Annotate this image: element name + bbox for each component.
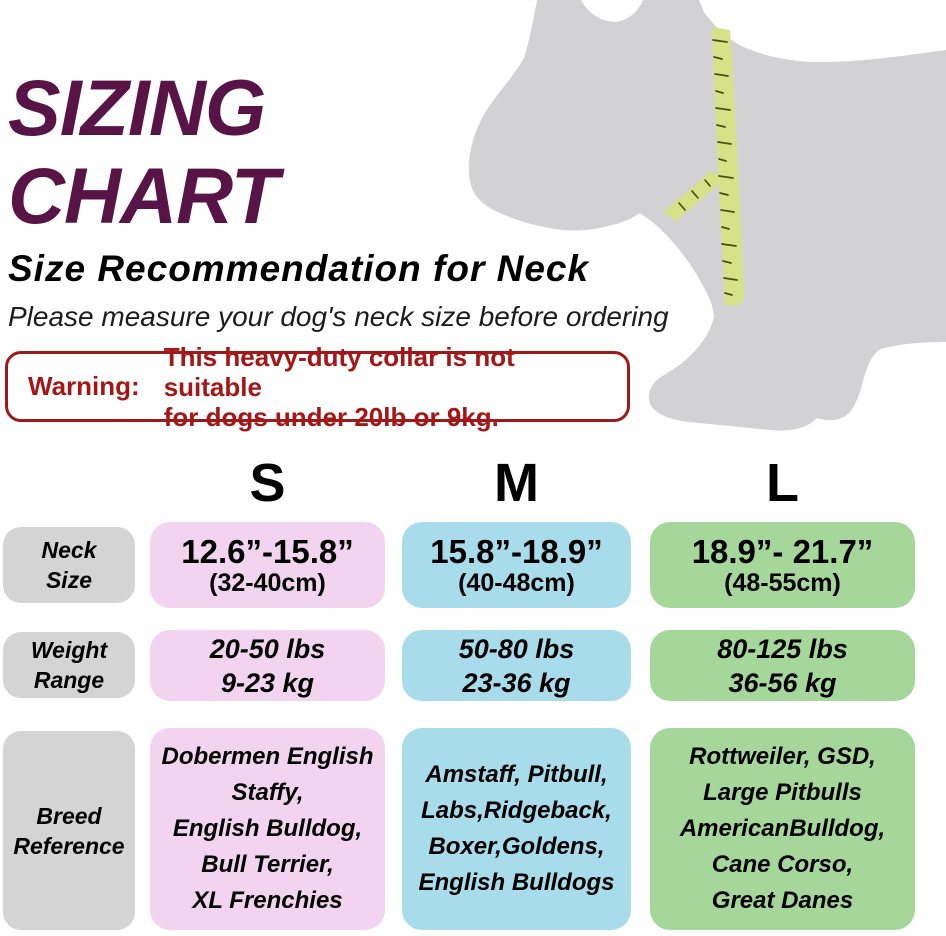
page-subtitle: Size Recommendation for Neck — [8, 248, 590, 289]
weight-range-cell-l: 80-125 lbs 36-56 kg — [650, 630, 915, 701]
neck-size-inches-l: 18.9”- 21.7” — [691, 532, 874, 570]
row-label-weight-range: Weight Range — [3, 632, 135, 698]
page-title-line1: SIZING — [8, 63, 266, 152]
breed-reference-text-l: Rottweiler, GSD, Large Pitbulls American… — [679, 743, 886, 914]
row-label-neck-size: Neck Size — [3, 527, 135, 603]
row-label-breed-reference: Breed Reference — [3, 731, 135, 930]
warning-label: Warning: — [28, 371, 140, 401]
dog-body-silhouette — [468, 0, 946, 431]
breed-reference-cell-s: Dobermen English Staffy, English Bulldog… — [150, 728, 385, 930]
neck-size-cm-l: (48-55cm) — [724, 568, 841, 597]
neck-size-inches-s: 12.6”-15.8” — [181, 532, 354, 570]
page-title-line2: CHART — [8, 151, 279, 240]
dog-silhouette-with-measuring-tape-icon — [468, 0, 946, 431]
weight-range-text-l: 80-125 lbs 36-56 kg — [717, 633, 848, 698]
breed-reference-text-s: Dobermen English Staffy, English Bulldog… — [161, 743, 374, 914]
column-header-l: L — [766, 453, 799, 513]
measurement-note: Please measure your dog's neck size befo… — [8, 301, 669, 332]
neck-size-inches-m: 15.8”-18.9” — [430, 532, 603, 570]
column-header-m: M — [494, 453, 539, 513]
weight-range-text-s: 20-50 lbs 9-23 kg — [209, 633, 326, 698]
neck-size-cm-s: (32-40cm) — [209, 568, 326, 597]
neck-size-cm-m: (40-48cm) — [458, 568, 575, 597]
measuring-tape-ticks — [678, 39, 738, 296]
measuring-tape-branch — [664, 170, 724, 222]
neck-size-cell-m: 15.8”-18.9” (40-48cm) — [402, 522, 631, 608]
weight-range-cell-m: 50-80 lbs 23-36 kg — [402, 630, 631, 701]
neck-size-cell-s: 12.6”-15.8” (32-40cm) — [150, 522, 385, 608]
neck-size-cell-l: 18.9”- 21.7” (48-55cm) — [650, 522, 915, 608]
breed-reference-cell-l: Rottweiler, GSD, Large Pitbulls American… — [650, 728, 915, 930]
column-header-s: S — [249, 453, 286, 513]
breed-reference-text-m: Amstaff, Pitbull, Labs,Ridgeback, Boxer,… — [418, 761, 615, 896]
weight-range-cell-s: 20-50 lbs 9-23 kg — [150, 630, 385, 701]
page-title: SIZING CHART — [8, 63, 279, 240]
measuring-tape — [712, 27, 745, 306]
breed-reference-cell-m: Amstaff, Pitbull, Labs,Ridgeback, Boxer,… — [402, 728, 631, 930]
weight-range-text-m: 50-80 lbs 23-36 kg — [458, 633, 575, 698]
warning-box: Warning: This heavy-duty collar is not s… — [5, 342, 630, 432]
warning-text: This heavy-duty collar is not suitable f… — [163, 341, 515, 432]
